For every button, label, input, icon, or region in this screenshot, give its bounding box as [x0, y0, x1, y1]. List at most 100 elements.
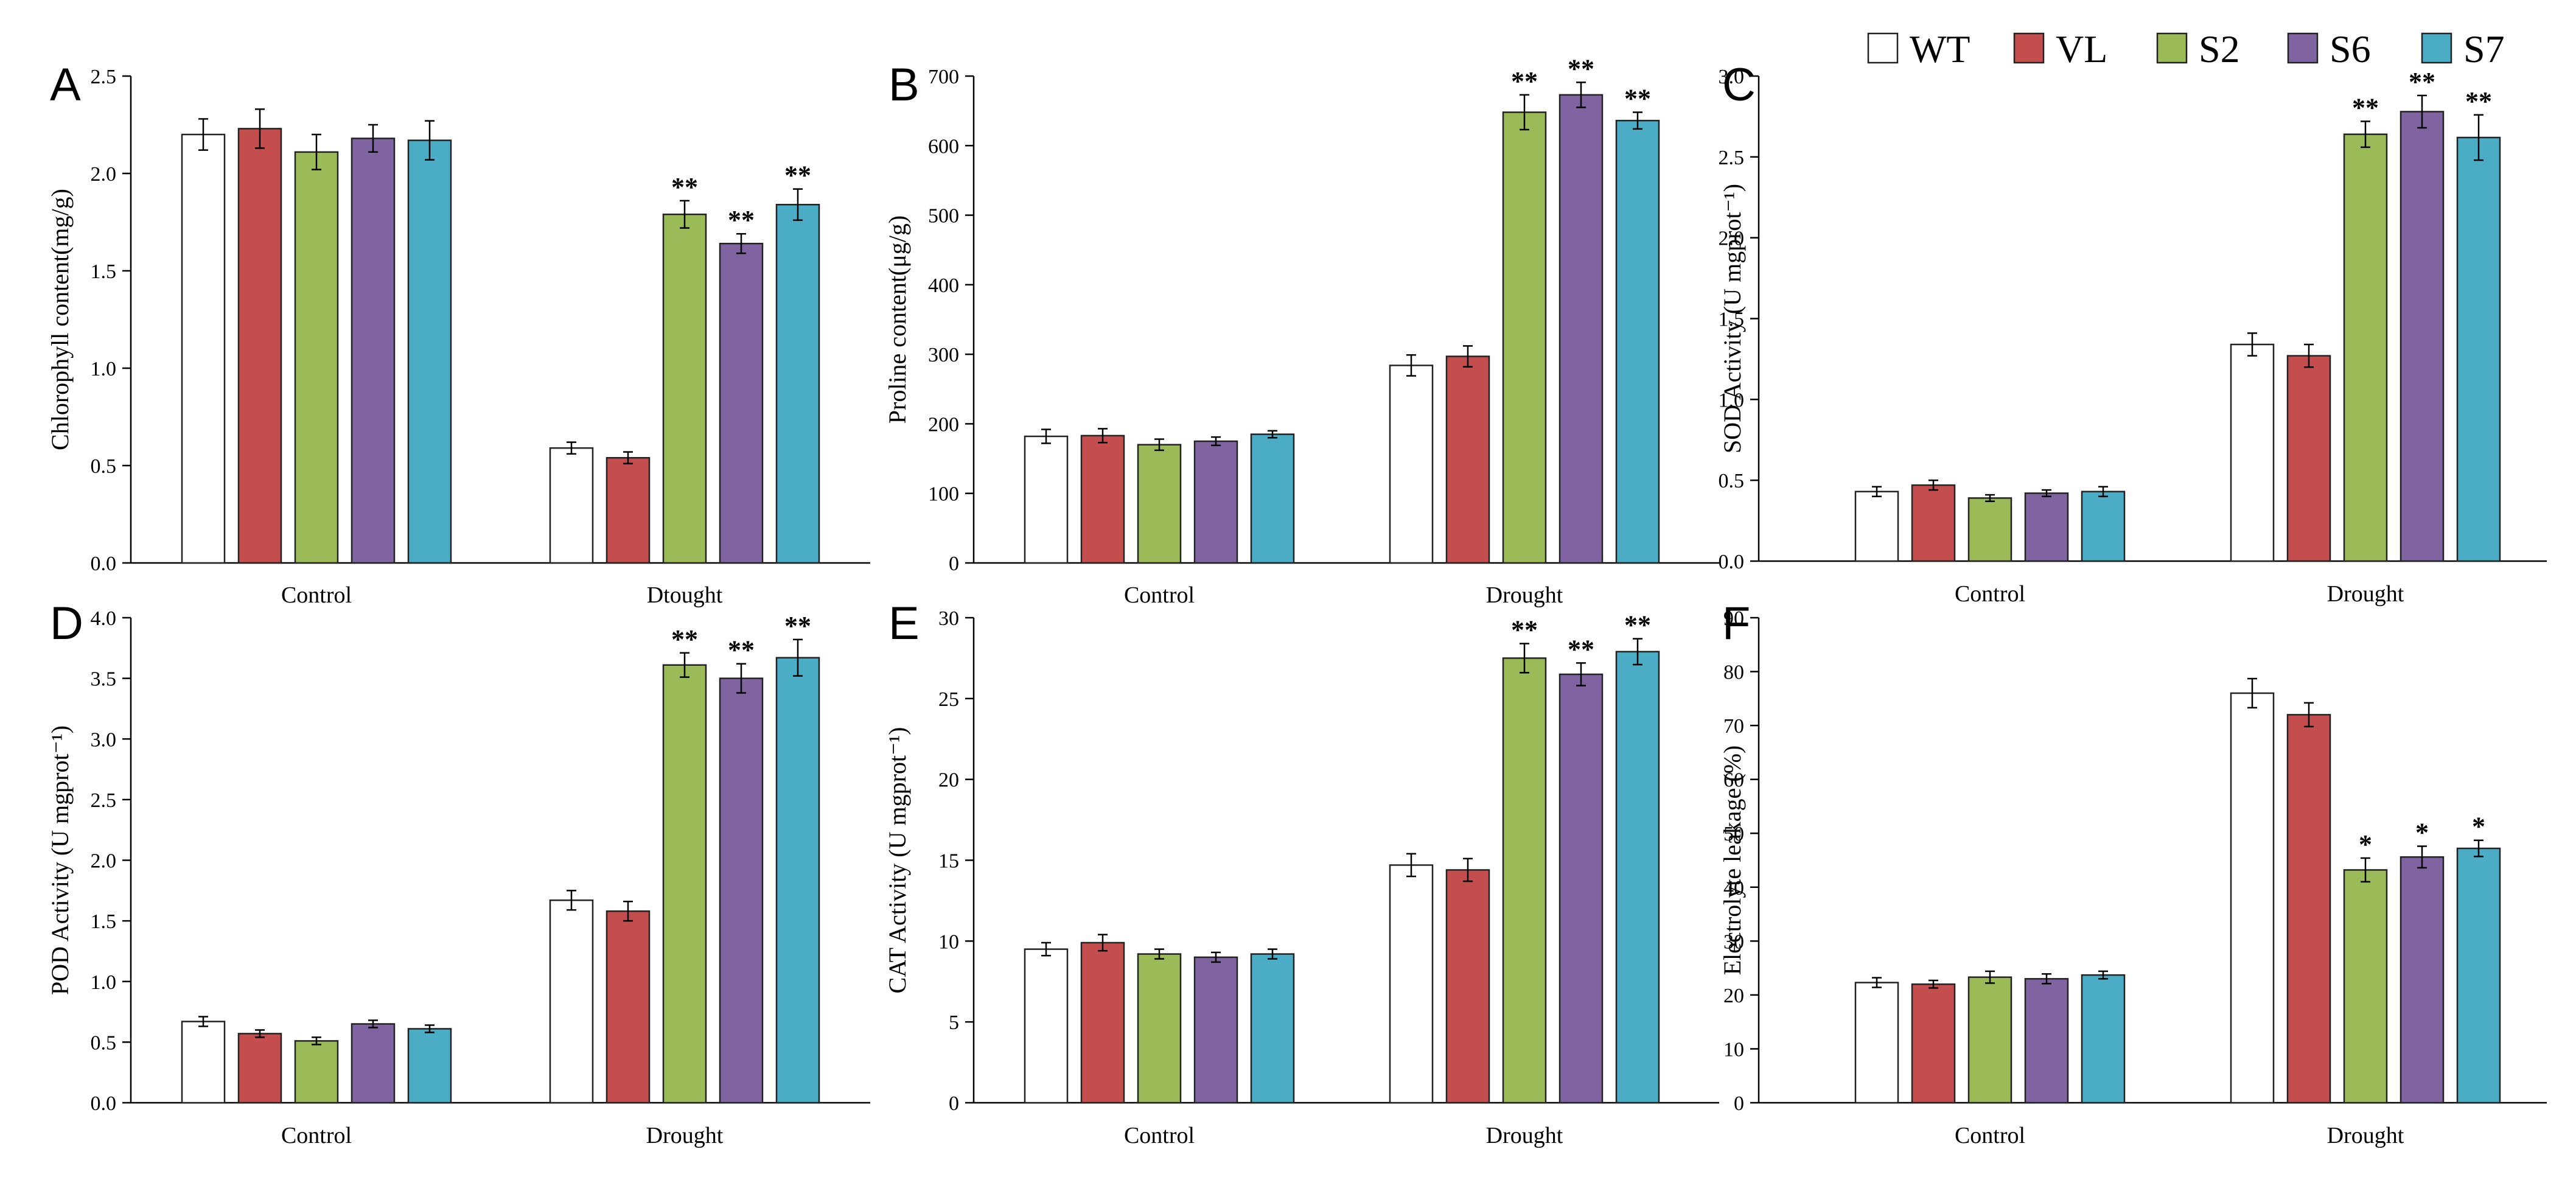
- y-tick-label-d: 4.0: [91, 607, 117, 630]
- y-tick-label-c: 1.5: [1719, 309, 1745, 331]
- legend-swatch-s2: [2156, 32, 2188, 64]
- category-label-f: Control: [1955, 1123, 2025, 1148]
- significance-mark-f: *: [2472, 812, 2485, 842]
- bar-a-wt: [181, 133, 226, 564]
- significance-mark-e: **: [1511, 615, 1538, 645]
- y-tick-label-b: 200: [928, 413, 959, 436]
- bar-f-wt: [2230, 692, 2275, 1104]
- category-label-c: Drought: [2327, 581, 2404, 607]
- y-tick-label-f: 40: [1723, 877, 1744, 899]
- bar-e-s6: [1559, 673, 1604, 1104]
- y-tick-label-e: 15: [938, 850, 959, 873]
- bar-b-s2: [1137, 444, 1182, 564]
- panel-e: E 0 5 10 15 20 25 30 CAT Activity (U mgprot⁻¹) Co…: [884, 598, 1719, 1148]
- bar-a-s2: [294, 151, 339, 564]
- bar-a-vl: [606, 456, 651, 564]
- bar-b-s7: [1250, 433, 1295, 564]
- y-tick-label-b: 400: [928, 274, 959, 297]
- y-tick-label-e: 25: [938, 688, 959, 711]
- bar-e-s7: [1615, 651, 1660, 1104]
- bar-a-wt: [549, 447, 594, 564]
- y-tick-label-d: 0.0: [91, 1092, 117, 1115]
- legend: WT VL S2 S6 S7: [1867, 27, 2505, 71]
- y-tick-label-b: 500: [928, 205, 959, 228]
- bar-d-s7: [407, 1028, 452, 1104]
- y-tick-label-f: 70: [1723, 715, 1744, 738]
- significance-mark-b: **: [1568, 54, 1594, 83]
- significance-mark-d: **: [671, 624, 698, 654]
- y-tick-label-a: 1.0: [91, 358, 117, 380]
- bar-b-s6: [1193, 440, 1238, 564]
- panel-letter-f: F: [1722, 598, 1750, 649]
- bar-d-vl: [606, 910, 651, 1104]
- y-axis-label-d: POD Activity (U mgprot⁻¹): [46, 725, 74, 995]
- y-axis-label-e: CAT Activity (U mgprot⁻¹): [884, 727, 911, 994]
- y-tick-label-f: 10: [1723, 1038, 1744, 1061]
- significance-mark-a: **: [784, 161, 811, 190]
- y-tick-label-e: 0: [949, 1092, 959, 1115]
- legend-swatch-wt: [1867, 32, 1899, 64]
- bar-f-s6: [2400, 856, 2445, 1104]
- legend-swatch-vl: [2013, 32, 2045, 64]
- panel-b: B 0 100 200 300 400 500 600 700 Proline content(μ…: [884, 54, 1719, 608]
- bar-d-s2: [294, 1040, 339, 1104]
- bar-e-wt: [1024, 948, 1069, 1104]
- y-tick-label-a: 0.0: [91, 553, 117, 575]
- legend-item-s2: S2: [2156, 27, 2240, 71]
- y-axis-label-b: Proline content(μg/g): [884, 215, 911, 424]
- y-tick-label-d: 3.5: [91, 668, 117, 691]
- bar-d-vl: [237, 1033, 282, 1104]
- y-tick-label-d: 2.5: [91, 789, 117, 812]
- legend-item-s6: S6: [2287, 27, 2371, 71]
- y-tick-label-f: 20: [1723, 985, 1744, 1007]
- legend-item-wt: WT: [1867, 27, 1970, 71]
- bar-f-wt: [1854, 982, 1899, 1104]
- significance-mark-b: **: [1511, 66, 1538, 96]
- bar-a-s7: [775, 203, 820, 564]
- y-tick-label-d: 2.0: [91, 850, 117, 873]
- bar-d-s6: [351, 1023, 396, 1104]
- category-label-f: Drought: [2327, 1123, 2404, 1148]
- y-tick-label-a: 2.5: [91, 66, 117, 88]
- bar-f-vl: [2286, 714, 2331, 1104]
- bar-a-vl: [237, 128, 282, 564]
- y-tick-label-f: 30: [1723, 931, 1744, 953]
- bar-c-s7: [2081, 491, 2126, 562]
- bar-b-s2: [1502, 111, 1547, 564]
- bar-b-s6: [1559, 94, 1604, 564]
- y-tick-label-c: 3.0: [1719, 66, 1745, 88]
- bar-d-s2: [662, 664, 707, 1104]
- bar-f-s2: [2343, 869, 2388, 1104]
- bar-c-vl: [1911, 484, 1956, 562]
- significance-mark-e: **: [1624, 610, 1651, 640]
- legend-label-s7: S7: [2463, 27, 2505, 71]
- significance-mark-c: **: [2465, 86, 2492, 116]
- legend-label-s2: S2: [2199, 27, 2240, 71]
- panel-letter-d: D: [50, 598, 83, 649]
- bar-e-s2: [1502, 657, 1547, 1104]
- bar-c-wt: [1854, 491, 1899, 562]
- category-label-d: Control: [281, 1123, 352, 1148]
- y-tick-label-a: 1.5: [91, 260, 117, 283]
- category-label-b: Drought: [1486, 582, 1563, 608]
- panel-d: D 0.0 0.5 1.0 1.5 2.0 2.5 3.0 3.5 4.0 POD Activity…: [46, 598, 870, 1148]
- legend-item-vl: VL: [2013, 27, 2107, 71]
- legend-label-s6: S6: [2330, 27, 2371, 71]
- y-tick-label-b: 0: [949, 553, 959, 575]
- category-label-c: Control: [1955, 581, 2025, 607]
- bar-e-vl: [1080, 941, 1125, 1104]
- legend-label-vl: VL: [2056, 27, 2107, 71]
- y-tick-label-c: 0.5: [1719, 470, 1745, 492]
- y-tick-label-f: 60: [1723, 769, 1744, 792]
- legend-swatch-s6: [2287, 32, 2319, 64]
- significance-mark-c: **: [2352, 93, 2379, 122]
- bar-e-wt: [1389, 864, 1434, 1104]
- bar-d-s6: [719, 677, 764, 1104]
- significance-mark-a: **: [671, 172, 698, 202]
- y-tick-label-d: 0.5: [91, 1032, 117, 1054]
- y-axis-label-c: SOD Activity (U mgprot⁻¹): [1719, 184, 1746, 453]
- bar-b-wt: [1024, 435, 1069, 564]
- bar-b-vl: [1445, 355, 1490, 564]
- bar-b-vl: [1080, 435, 1125, 564]
